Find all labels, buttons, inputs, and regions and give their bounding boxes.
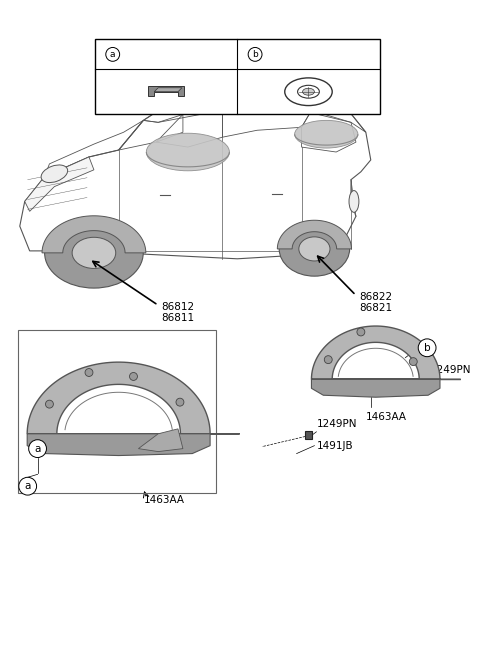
Polygon shape xyxy=(312,326,461,380)
Bar xyxy=(18,330,216,493)
Circle shape xyxy=(248,47,262,61)
Circle shape xyxy=(29,440,47,457)
Circle shape xyxy=(418,339,436,357)
Circle shape xyxy=(19,477,36,495)
Bar xyxy=(95,39,380,114)
Text: 84124A: 84124A xyxy=(267,49,310,59)
Ellipse shape xyxy=(279,221,349,276)
Circle shape xyxy=(176,398,184,406)
Polygon shape xyxy=(277,220,351,249)
Text: 86811: 86811 xyxy=(161,313,194,323)
Text: 1463AA: 1463AA xyxy=(144,495,184,505)
Text: 86835A: 86835A xyxy=(125,49,168,59)
Text: 1463AA: 1463AA xyxy=(366,412,407,422)
Text: 86822: 86822 xyxy=(359,292,392,302)
Text: 86821: 86821 xyxy=(359,304,392,313)
Polygon shape xyxy=(42,215,146,253)
Ellipse shape xyxy=(302,88,314,95)
Text: 86812: 86812 xyxy=(161,302,194,312)
Ellipse shape xyxy=(45,217,143,288)
Text: b: b xyxy=(424,343,431,353)
Ellipse shape xyxy=(349,191,359,212)
Circle shape xyxy=(85,369,93,376)
Polygon shape xyxy=(154,88,182,92)
Text: a: a xyxy=(110,50,116,59)
Circle shape xyxy=(130,373,137,380)
Polygon shape xyxy=(312,380,440,397)
Ellipse shape xyxy=(299,237,330,261)
Circle shape xyxy=(409,357,417,365)
Circle shape xyxy=(357,328,365,336)
Circle shape xyxy=(46,400,53,408)
Text: b: b xyxy=(252,50,258,59)
Text: 1249PN: 1249PN xyxy=(431,365,471,374)
Polygon shape xyxy=(24,157,94,212)
Ellipse shape xyxy=(146,133,229,171)
Polygon shape xyxy=(148,86,184,96)
Bar xyxy=(304,431,312,439)
Circle shape xyxy=(106,47,120,61)
Text: a: a xyxy=(35,443,41,453)
Circle shape xyxy=(324,355,332,363)
Polygon shape xyxy=(27,362,240,434)
Ellipse shape xyxy=(41,165,68,183)
Polygon shape xyxy=(27,434,210,455)
Ellipse shape xyxy=(72,237,116,269)
Ellipse shape xyxy=(295,120,358,148)
Polygon shape xyxy=(138,429,183,451)
Text: 1249PN: 1249PN xyxy=(316,419,357,429)
Text: a: a xyxy=(24,481,31,491)
Text: 1491JB: 1491JB xyxy=(316,441,353,451)
